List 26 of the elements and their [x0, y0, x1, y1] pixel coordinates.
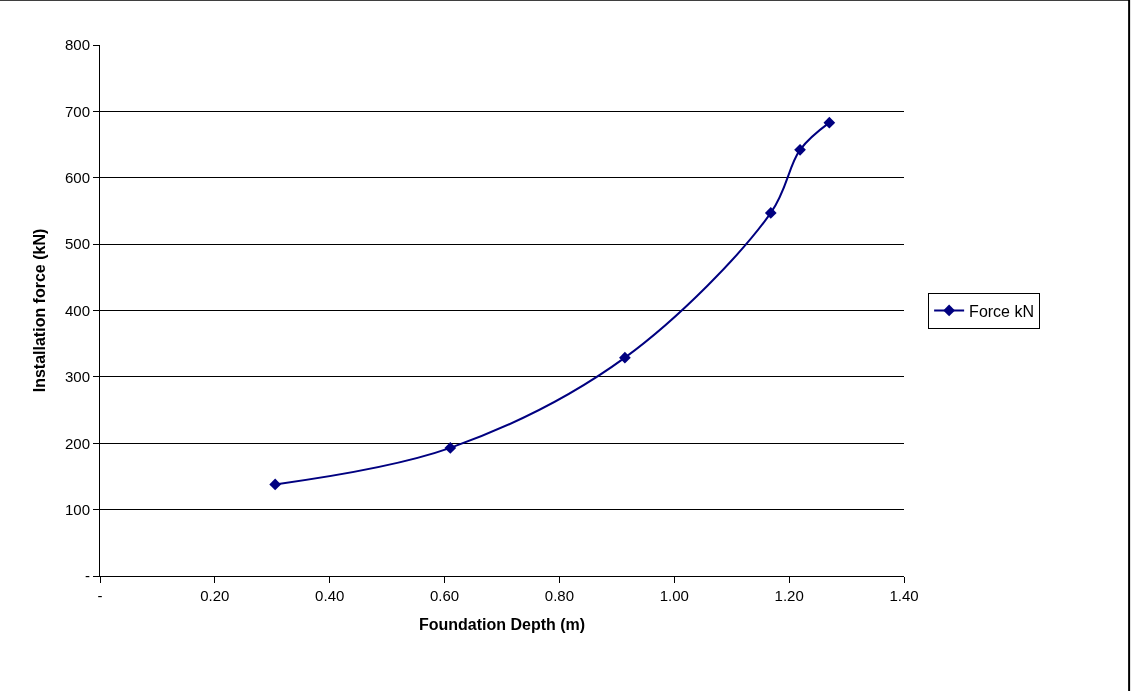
x-tick-label: 1.00	[659, 587, 689, 604]
x-tick-label: 0.60	[429, 587, 460, 604]
y-axis-title: Installation force (kN)	[30, 228, 48, 393]
y-tick-label: 700	[64, 102, 90, 120]
x-tick-label: 0.20	[200, 587, 230, 604]
x-tick-label: 0.40	[315, 587, 345, 604]
point	[619, 351, 631, 364]
x-tick-label: -	[97, 587, 103, 604]
y-tick-label: 800	[64, 36, 90, 54]
legend-label: Force kN	[969, 302, 1035, 320]
y-tick-label: 500	[64, 235, 90, 253]
y-tick-label: -	[85, 567, 90, 585]
y-tick-label: 100	[64, 500, 90, 518]
y-tick-label: 400	[64, 301, 90, 319]
y-tick-label: 300	[64, 368, 90, 386]
point	[794, 144, 806, 156]
x-tick-label: 1.20	[774, 587, 804, 604]
x-tick-label: 1.40	[889, 587, 919, 604]
point	[764, 207, 777, 219]
point	[269, 478, 282, 491]
point	[823, 116, 836, 129]
x-tick-label: 0.80	[544, 587, 575, 604]
x-axis-title: Foundation Depth (m)	[418, 615, 586, 633]
y-tick-label: 600	[64, 169, 90, 186]
point	[444, 442, 457, 454]
y-tick-label: 200	[64, 434, 90, 452]
